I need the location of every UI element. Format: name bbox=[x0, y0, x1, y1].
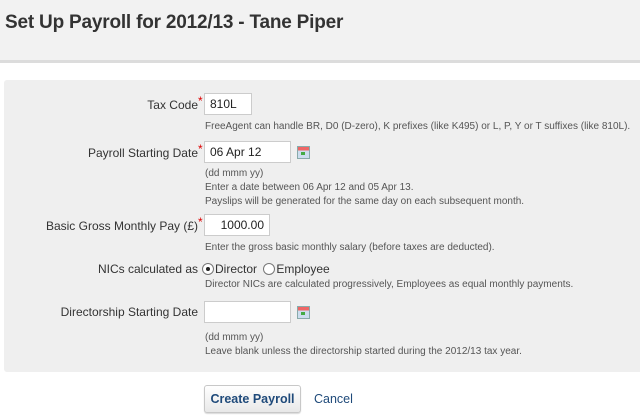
calendar-icon[interactable] bbox=[297, 306, 310, 319]
calendar-icon[interactable] bbox=[297, 146, 310, 159]
gross-pay-input[interactable] bbox=[204, 214, 270, 236]
page-title: Set Up Payroll for 2012/13 - Tane Piper bbox=[5, 12, 344, 33]
nics-options: Director Employee bbox=[202, 262, 330, 276]
nics-label: NICs calculated as bbox=[97, 262, 198, 276]
tax-code-input[interactable] bbox=[204, 93, 252, 115]
radio-employee[interactable]: Employee bbox=[263, 262, 330, 276]
nics-help: Director NICs are calculated progressive… bbox=[205, 279, 574, 290]
directorship-start-input[interactable] bbox=[204, 301, 291, 323]
payslip-hint: Payslips will be generated for the same … bbox=[205, 196, 525, 207]
radio-director[interactable]: Director bbox=[202, 262, 257, 276]
gross-pay-label: Basic Gross Monthly Pay (£) bbox=[45, 219, 198, 233]
tax-code-help: FreeAgent can handle BR, D0 (D-zero), K … bbox=[205, 121, 631, 132]
date-range-hint: Enter a date between 06 Apr 12 and 05 Ap… bbox=[205, 182, 414, 193]
date-format-hint: (dd mmm yy) bbox=[205, 332, 264, 343]
payroll-start-input[interactable] bbox=[204, 141, 291, 163]
radio-button[interactable] bbox=[202, 263, 214, 275]
radio-button[interactable] bbox=[263, 263, 276, 275]
directorship-start-label: Directorship Starting Date bbox=[60, 305, 198, 319]
payroll-start-label: Payroll Starting Date bbox=[87, 146, 198, 160]
required-marker: * bbox=[198, 142, 203, 156]
directorship-help: Leave blank unless the directorship star… bbox=[205, 346, 522, 357]
cancel-link[interactable]: Cancel bbox=[314, 392, 353, 406]
gross-pay-help: Enter the gross basic monthly salary (be… bbox=[205, 242, 495, 253]
required-marker: * bbox=[198, 215, 203, 229]
date-format-hint: (dd mmm yy) bbox=[205, 168, 264, 179]
payroll-form: Tax Code * FreeAgent can handle BR, D0 (… bbox=[4, 80, 640, 372]
tax-code-label: Tax Code bbox=[147, 98, 198, 112]
create-payroll-button[interactable]: Create Payroll bbox=[204, 385, 301, 413]
required-marker: * bbox=[198, 94, 203, 108]
page-header: Set Up Payroll for 2012/13 - Tane Piper bbox=[0, 0, 640, 63]
